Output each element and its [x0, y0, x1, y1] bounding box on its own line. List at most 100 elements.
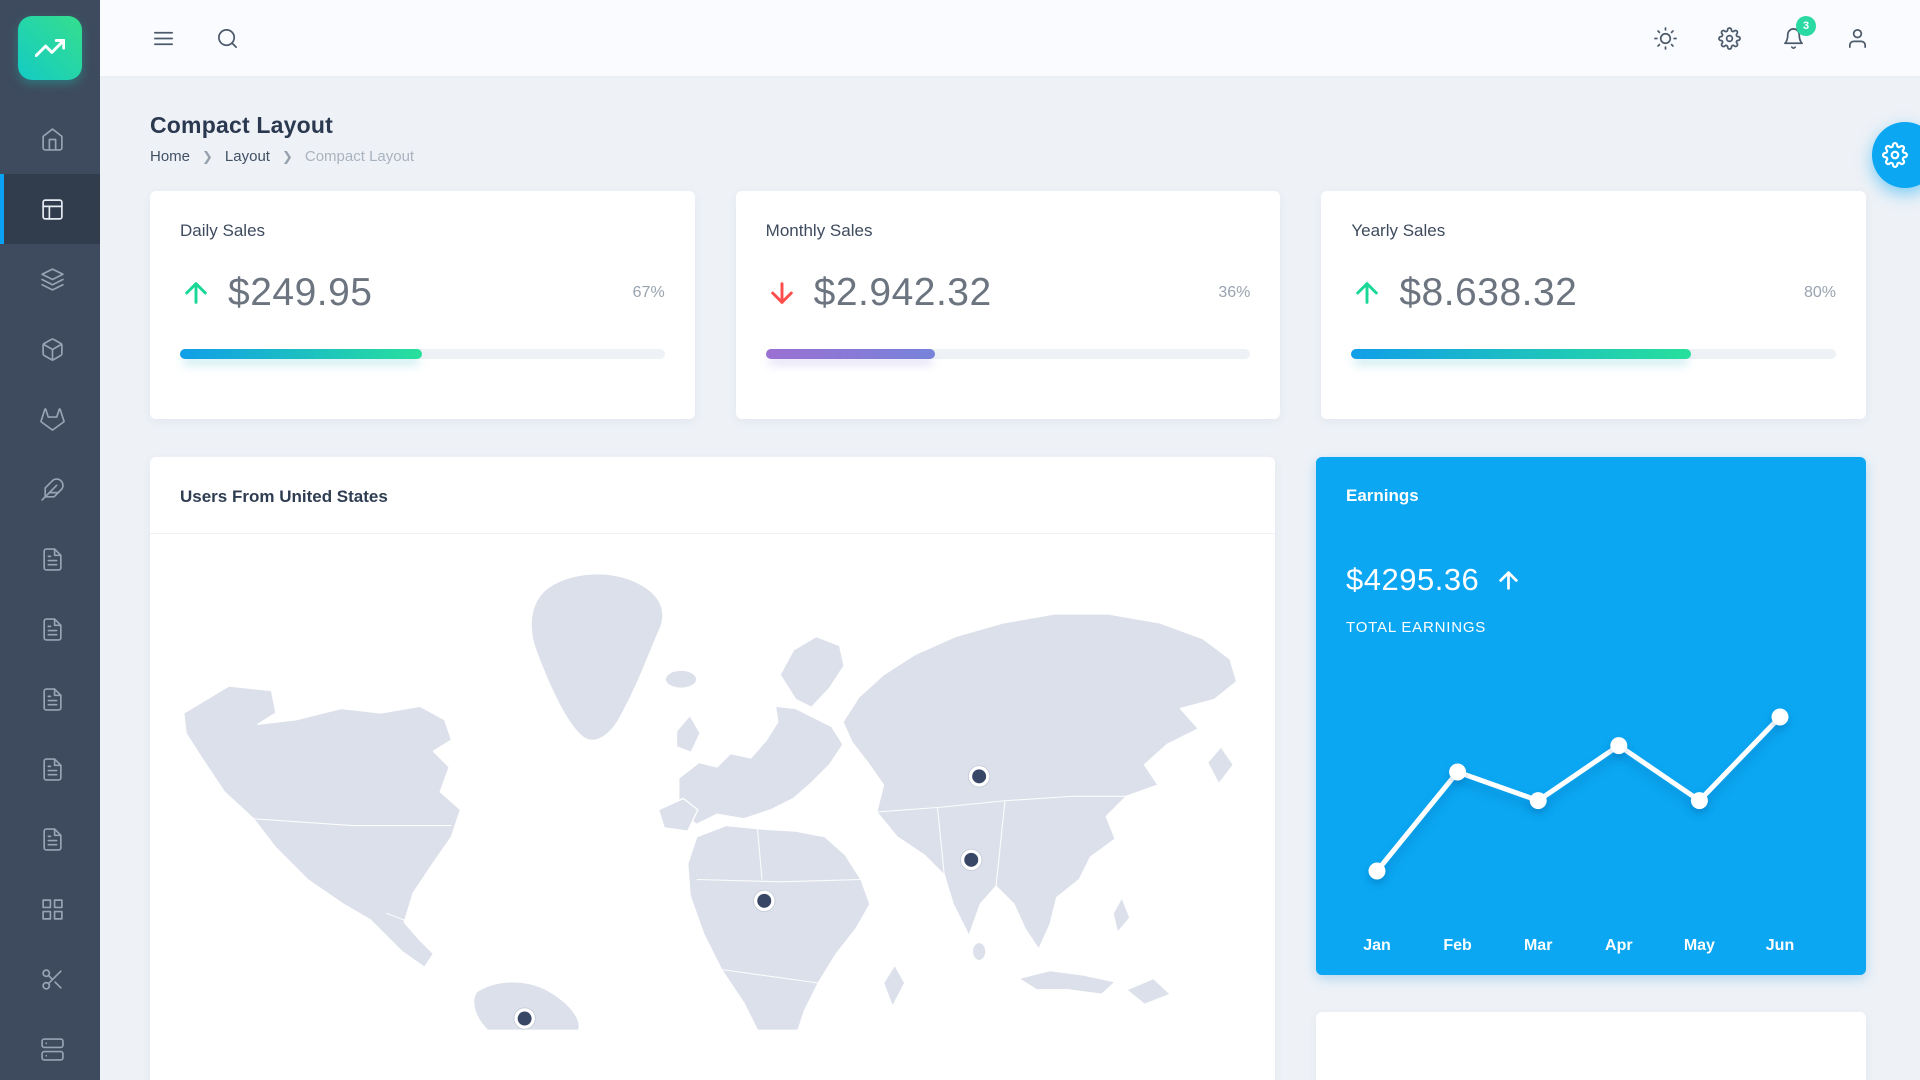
progress-fill: [180, 349, 423, 359]
sidebar-item-layout[interactable]: [0, 174, 100, 244]
stat-value: $2.942.32: [813, 271, 992, 314]
breadcrumb-compact-layout: Compact Layout: [304, 148, 415, 165]
map-marker-dot: [972, 769, 987, 784]
sidebar-item-docs-2[interactable]: [0, 594, 100, 664]
data-point-mar: [1529, 792, 1547, 810]
stat-percent: 67%: [632, 284, 665, 301]
feather-icon: [40, 477, 65, 502]
sidebar-nav: [0, 104, 100, 1080]
stat-title: Monthly Sales: [765, 221, 873, 240]
x-tick-label: Apr: [1605, 937, 1633, 954]
page-title: Compact Layout: [150, 112, 333, 138]
settings-icon: [1718, 27, 1741, 50]
sidebar-item-server[interactable]: [0, 1014, 100, 1080]
file-text-icon: [40, 617, 65, 642]
earnings-line: [1374, 714, 1783, 874]
map-marker-dot: [517, 1011, 532, 1026]
trending-up-icon: [35, 33, 65, 63]
stat-card-monthly-sales: Monthly Sales $2.942.32 36%: [735, 191, 1281, 419]
sun-icon: [1654, 27, 1677, 50]
map-marker-dot: [757, 893, 772, 908]
sidebar-item-docs-3[interactable]: [0, 664, 100, 734]
arrow-up-icon: [1495, 567, 1522, 594]
partial-card-below: [1316, 1012, 1866, 1080]
layout-icon: [40, 197, 65, 222]
x-tick-label: Jan: [1363, 937, 1391, 954]
progress-track: [1351, 349, 1837, 359]
data-point-feb: [1449, 763, 1467, 781]
scissors-icon: [40, 967, 65, 992]
earnings-amount: $4295.36: [1346, 562, 1480, 597]
sidebar-item-docs-5[interactable]: [0, 804, 100, 874]
stat-title: Daily Sales: [180, 221, 266, 240]
world-map-svg: [183, 573, 1238, 1031]
breadcrumb-separator: ❯: [281, 148, 293, 164]
sidebar-item-docs-4[interactable]: [0, 734, 100, 804]
notifications-button[interactable]: 3: [1780, 16, 1816, 51]
topbar-actions: 3: [1652, 16, 1870, 51]
gitlab-icon: [40, 407, 65, 432]
stats-row: Daily Sales $249.95 67% Monthly Sales $2…: [150, 191, 1867, 419]
sidebar-item-gitlab[interactable]: [0, 384, 100, 454]
stat-percent: 80%: [1803, 284, 1837, 301]
data-point-jan: [1368, 862, 1386, 880]
progress-track: [765, 349, 1251, 359]
menu-toggle-button[interactable]: [150, 25, 176, 51]
box-icon: [40, 337, 65, 362]
gear-icon: [1882, 142, 1908, 168]
map-card-header: Users From United States: [150, 457, 1275, 534]
trend-up-icon: [1351, 277, 1383, 309]
sidebar-item-scissors[interactable]: [0, 944, 100, 1014]
stat-card-yearly-sales: Yearly Sales $8.638.32 80%: [1321, 191, 1867, 419]
trend-up-icon: [180, 277, 212, 309]
menu-icon: [152, 27, 175, 50]
trend-down-icon: [766, 277, 798, 309]
file-text-icon: [40, 687, 65, 712]
search-button[interactable]: [214, 25, 240, 51]
stat-percent: 36%: [1218, 284, 1251, 301]
file-text-icon: [40, 757, 65, 782]
data-point-jun: [1771, 708, 1789, 726]
brightness-button[interactable]: [1652, 25, 1678, 51]
home-icon: [40, 127, 65, 152]
earnings-title: Earnings: [1346, 486, 1419, 505]
file-text-icon: [40, 547, 65, 572]
sidebar-item-home[interactable]: [0, 104, 100, 174]
right-column: Earnings $4295.36 TOTAL EARNINGS Jan Feb M…: [1316, 457, 1866, 1080]
stat-card-daily-sales: Daily Sales $249.95 67%: [150, 191, 695, 419]
x-tick-label: Feb: [1443, 937, 1472, 954]
sidebar-item-grid[interactable]: [0, 874, 100, 944]
sidebar-item-feather[interactable]: [0, 454, 100, 524]
x-tick-label: Jun: [1766, 937, 1794, 954]
notification-badge: 3: [1796, 16, 1816, 36]
settings-button[interactable]: [1716, 25, 1742, 51]
map-marker-dot: [964, 852, 979, 867]
page-head: Compact Layout Home ❯ Layout ❯ Compact Layou…: [150, 112, 1866, 165]
layers-icon: [40, 267, 65, 292]
world-map: [150, 534, 1275, 1031]
profile-button[interactable]: [1844, 25, 1870, 51]
floating-settings-button[interactable]: [1872, 122, 1920, 188]
row-2: Users From United States: [150, 457, 1866, 1080]
data-point-apr: [1610, 737, 1628, 755]
sidebar-item-layers[interactable]: [0, 244, 100, 314]
earnings-subtitle: TOTAL EARNINGS: [1346, 619, 1487, 636]
file-text-icon: [40, 827, 65, 852]
x-tick-label: Mar: [1524, 937, 1552, 954]
breadcrumb: Home ❯ Layout ❯ Compact Layout: [150, 148, 1866, 165]
breadcrumb-layout[interactable]: Layout: [224, 148, 270, 165]
server-icon: [40, 1037, 65, 1062]
progress-fill: [1351, 349, 1691, 359]
search-icon: [216, 27, 239, 50]
earnings-card: Earnings $4295.36 TOTAL EARNINGS Jan Feb M…: [1316, 457, 1866, 975]
sidebar-item-box[interactable]: [0, 314, 100, 384]
sidebar-item-docs-1[interactable]: [0, 524, 100, 594]
progress-track: [180, 349, 665, 359]
topbar: 3: [100, 0, 1920, 76]
stat-title: Yearly Sales: [1351, 221, 1446, 240]
app-logo[interactable]: [18, 16, 82, 80]
data-point-may: [1690, 792, 1708, 810]
map-card-title: Users From United States: [180, 487, 388, 506]
sidebar: [0, 0, 100, 1080]
breadcrumb-home[interactable]: Home: [150, 148, 191, 165]
